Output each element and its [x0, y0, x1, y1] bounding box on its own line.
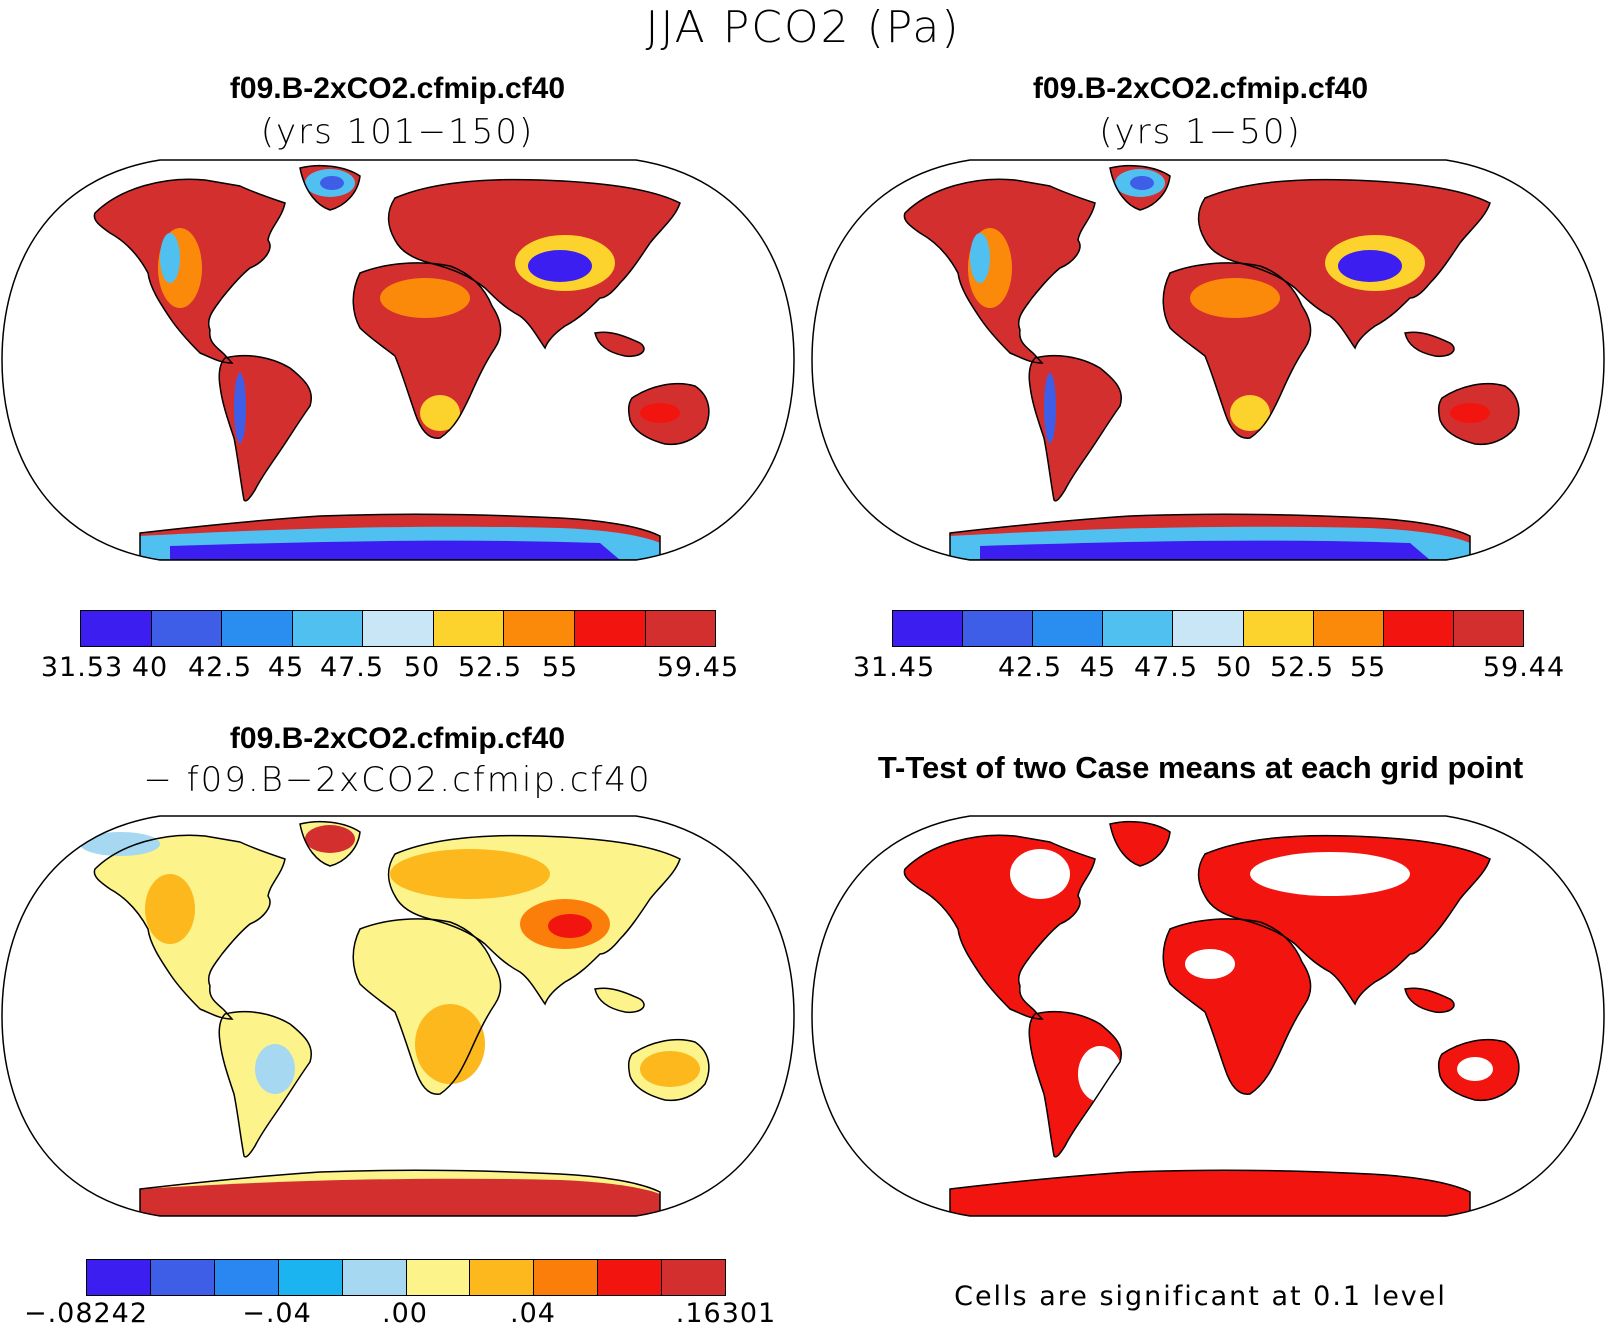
colorbar-label: .16301	[675, 1298, 777, 1329]
colorbar-label: 52.5	[457, 652, 523, 683]
colorbar-swatch	[87, 1260, 151, 1295]
panel1-subtitle: (yrs 101−150)	[260, 112, 535, 152]
colorbar-swatch	[214, 1260, 279, 1295]
colorbar-swatch	[433, 611, 505, 646]
figure-title: JJA PCO2 (Pa)	[645, 2, 961, 53]
colorbar-swatch	[1453, 611, 1523, 646]
colorbar-swatch	[150, 1260, 215, 1295]
colorbar-label: 42.5	[187, 652, 253, 683]
panel3-title: f09.B-2xCO2.cfmip.cf40	[229, 722, 566, 755]
colorbar-swatch	[363, 611, 434, 646]
panel2-subtitle: (yrs 1−50)	[1099, 112, 1302, 152]
panel3-map	[0, 814, 796, 1218]
colorbar-label: .04	[510, 1298, 556, 1329]
colorbar-swatch	[893, 611, 964, 646]
panel2-colorbar	[892, 610, 1524, 647]
colorbar-label: 50	[1215, 652, 1253, 683]
colorbar-swatch	[1383, 611, 1454, 646]
panel4-map	[810, 814, 1606, 1218]
colorbar-label: 31.53	[40, 652, 124, 683]
colorbar-label: 45	[267, 652, 305, 683]
colorbar-swatch	[1103, 611, 1174, 646]
colorbar-swatch	[81, 611, 152, 646]
colorbar-swatch	[342, 1260, 407, 1295]
colorbar-swatch	[278, 1260, 343, 1295]
colorbar-swatch	[574, 611, 646, 646]
colorbar-swatch	[662, 1260, 726, 1295]
colorbar-swatch	[470, 1260, 535, 1295]
colorbar-swatch	[504, 611, 575, 646]
colorbar-label: 45	[1079, 652, 1117, 683]
colorbar-label: 55	[541, 652, 579, 683]
colorbar-label: 47.5	[1133, 652, 1199, 683]
panel4-title: T-Test of two Case means at each grid po…	[877, 750, 1524, 785]
panel2-map	[810, 158, 1606, 562]
panel1-colorbar	[80, 610, 716, 647]
colorbar-swatch	[534, 1260, 599, 1295]
colorbar-swatch	[963, 611, 1034, 646]
colorbar-swatch	[406, 1260, 471, 1295]
panel3-subtitle: − f09.B−2xCO2.cfmip.cf40	[143, 760, 652, 800]
colorbar-label: 55	[1349, 652, 1387, 683]
panel1-map	[0, 158, 796, 562]
colorbar-swatch	[292, 611, 364, 646]
colorbar-label: 47.5	[319, 652, 385, 683]
colorbar-label: 59.44	[1482, 652, 1566, 683]
panel2-title: f09.B-2xCO2.cfmip.cf40	[1032, 72, 1369, 105]
colorbar-swatch	[222, 611, 293, 646]
colorbar-swatch	[598, 1260, 663, 1295]
significance-note: Cells are significant at 0.1 level	[954, 1281, 1447, 1312]
colorbar-swatch	[1313, 611, 1384, 646]
colorbar-label: 42.5	[997, 652, 1063, 683]
colorbar-label: 52.5	[1269, 652, 1335, 683]
colorbar-swatch	[1033, 611, 1104, 646]
colorbar-label: 40	[131, 652, 169, 683]
colorbar-label: 31.45	[852, 652, 936, 683]
colorbar-swatch	[151, 611, 223, 646]
panel1-title: f09.B-2xCO2.cfmip.cf40	[229, 72, 566, 105]
colorbar-label: −.08242	[23, 1298, 149, 1329]
colorbar-label: 50	[403, 652, 441, 683]
colorbar-label: .00	[382, 1298, 428, 1329]
colorbar-label: −.04	[242, 1298, 312, 1329]
colorbar-swatch	[1173, 611, 1244, 646]
panel3-colorbar	[86, 1259, 726, 1296]
colorbar-swatch	[645, 611, 716, 646]
colorbar-label: 59.45	[656, 652, 740, 683]
colorbar-swatch	[1243, 611, 1314, 646]
